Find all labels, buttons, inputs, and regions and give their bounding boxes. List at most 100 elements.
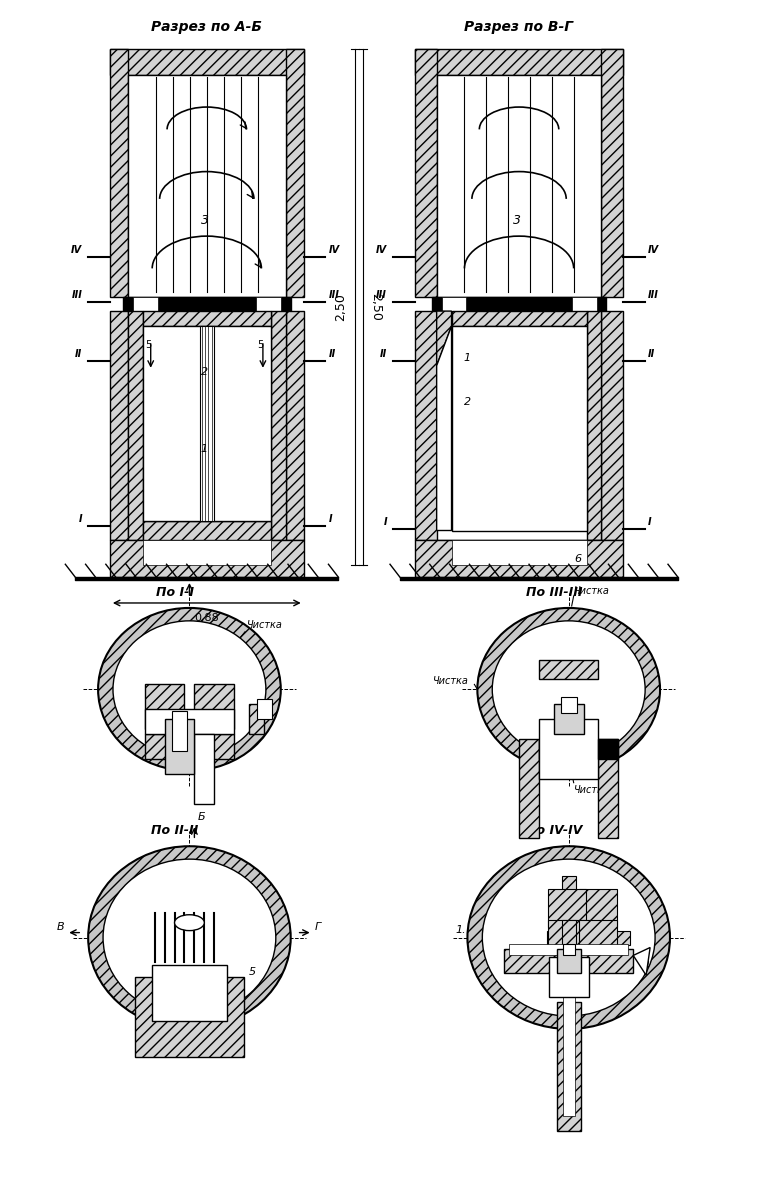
Bar bbox=[601, 49, 623, 298]
Bar bbox=[286, 311, 304, 540]
Text: 5: 5 bbox=[249, 967, 256, 977]
Text: 2,50: 2,50 bbox=[334, 293, 347, 322]
Bar bbox=[128, 74, 286, 298]
Bar bbox=[554, 704, 584, 734]
Bar bbox=[145, 684, 184, 730]
Bar bbox=[152, 965, 227, 1021]
Bar bbox=[562, 919, 576, 960]
Text: 0,88: 0,88 bbox=[194, 613, 219, 623]
Bar bbox=[143, 311, 271, 326]
Text: 6: 6 bbox=[575, 554, 582, 564]
Text: II: II bbox=[380, 349, 387, 359]
Bar bbox=[432, 298, 606, 311]
Bar bbox=[110, 311, 128, 540]
Text: 1.: 1. bbox=[455, 925, 466, 935]
Bar bbox=[286, 49, 304, 298]
Ellipse shape bbox=[88, 846, 291, 1028]
Text: I: I bbox=[648, 516, 652, 527]
Text: Чистка: Чистка bbox=[433, 677, 469, 686]
Bar bbox=[563, 943, 575, 955]
Bar bbox=[539, 660, 598, 679]
Text: I: I bbox=[329, 514, 332, 523]
Text: Б: Б bbox=[197, 812, 205, 822]
Bar bbox=[415, 540, 623, 577]
Bar bbox=[451, 326, 587, 530]
Text: В: В bbox=[57, 922, 64, 931]
Bar bbox=[123, 298, 291, 311]
Polygon shape bbox=[437, 311, 451, 366]
Text: Разрез по В-Г: Разрез по В-Г bbox=[465, 20, 573, 34]
Bar bbox=[549, 920, 587, 958]
Ellipse shape bbox=[175, 914, 204, 931]
Bar bbox=[509, 943, 629, 955]
Bar bbox=[257, 700, 272, 719]
Bar bbox=[172, 712, 187, 751]
Text: II: II bbox=[75, 349, 82, 359]
Text: По I-I: По I-I bbox=[155, 586, 193, 599]
Bar bbox=[549, 958, 588, 997]
Bar bbox=[572, 298, 597, 311]
Text: Г: Г bbox=[315, 922, 321, 931]
Ellipse shape bbox=[113, 620, 266, 758]
Bar bbox=[415, 311, 437, 540]
Bar bbox=[557, 1002, 580, 1132]
Bar bbox=[143, 540, 271, 565]
Text: 2: 2 bbox=[200, 367, 208, 377]
Bar bbox=[249, 704, 264, 734]
Bar bbox=[601, 311, 623, 540]
Bar bbox=[587, 311, 601, 540]
Bar bbox=[415, 49, 437, 298]
Bar bbox=[549, 889, 587, 928]
Bar bbox=[591, 931, 630, 944]
Ellipse shape bbox=[468, 846, 670, 1028]
Bar bbox=[145, 709, 234, 734]
Text: II: II bbox=[648, 349, 655, 359]
Ellipse shape bbox=[103, 859, 276, 1016]
Text: 5: 5 bbox=[257, 340, 263, 350]
Bar bbox=[110, 49, 304, 74]
Bar bbox=[579, 889, 617, 928]
Text: 2: 2 bbox=[463, 397, 471, 408]
Text: I: I bbox=[78, 514, 82, 523]
Bar bbox=[110, 49, 128, 298]
Bar bbox=[598, 739, 618, 758]
Bar bbox=[561, 697, 577, 713]
Polygon shape bbox=[437, 326, 451, 530]
Bar bbox=[145, 734, 234, 758]
Bar bbox=[451, 540, 587, 565]
Bar bbox=[563, 997, 575, 1116]
Text: III: III bbox=[329, 290, 340, 300]
Bar bbox=[200, 326, 214, 521]
Bar bbox=[110, 540, 304, 577]
Text: III: III bbox=[71, 290, 82, 300]
Text: 5: 5 bbox=[145, 340, 151, 350]
Bar bbox=[451, 311, 587, 326]
Bar bbox=[598, 739, 618, 839]
Bar bbox=[194, 734, 214, 804]
Bar bbox=[562, 876, 576, 916]
Text: III: III bbox=[376, 290, 387, 300]
Text: А: А bbox=[197, 1046, 205, 1057]
Bar bbox=[415, 49, 623, 74]
Bar bbox=[539, 739, 598, 758]
Text: 3: 3 bbox=[200, 214, 209, 227]
Ellipse shape bbox=[98, 608, 280, 770]
Bar bbox=[256, 298, 280, 311]
Bar bbox=[437, 74, 601, 298]
Polygon shape bbox=[633, 948, 650, 976]
Bar bbox=[504, 949, 633, 973]
Bar bbox=[441, 298, 466, 311]
Text: Чистка: Чистка bbox=[247, 619, 283, 630]
Text: 2,50: 2,50 bbox=[369, 293, 382, 322]
Text: Чистка: Чистка bbox=[573, 586, 609, 596]
Text: 3: 3 bbox=[513, 214, 521, 227]
Bar bbox=[194, 684, 234, 730]
Bar bbox=[271, 311, 286, 540]
Ellipse shape bbox=[493, 620, 645, 758]
Text: I: I bbox=[383, 516, 387, 527]
Bar bbox=[143, 521, 271, 542]
Bar bbox=[437, 540, 601, 556]
Bar bbox=[133, 298, 158, 311]
Text: По III-III: По III-III bbox=[525, 586, 582, 599]
Bar bbox=[165, 719, 194, 774]
